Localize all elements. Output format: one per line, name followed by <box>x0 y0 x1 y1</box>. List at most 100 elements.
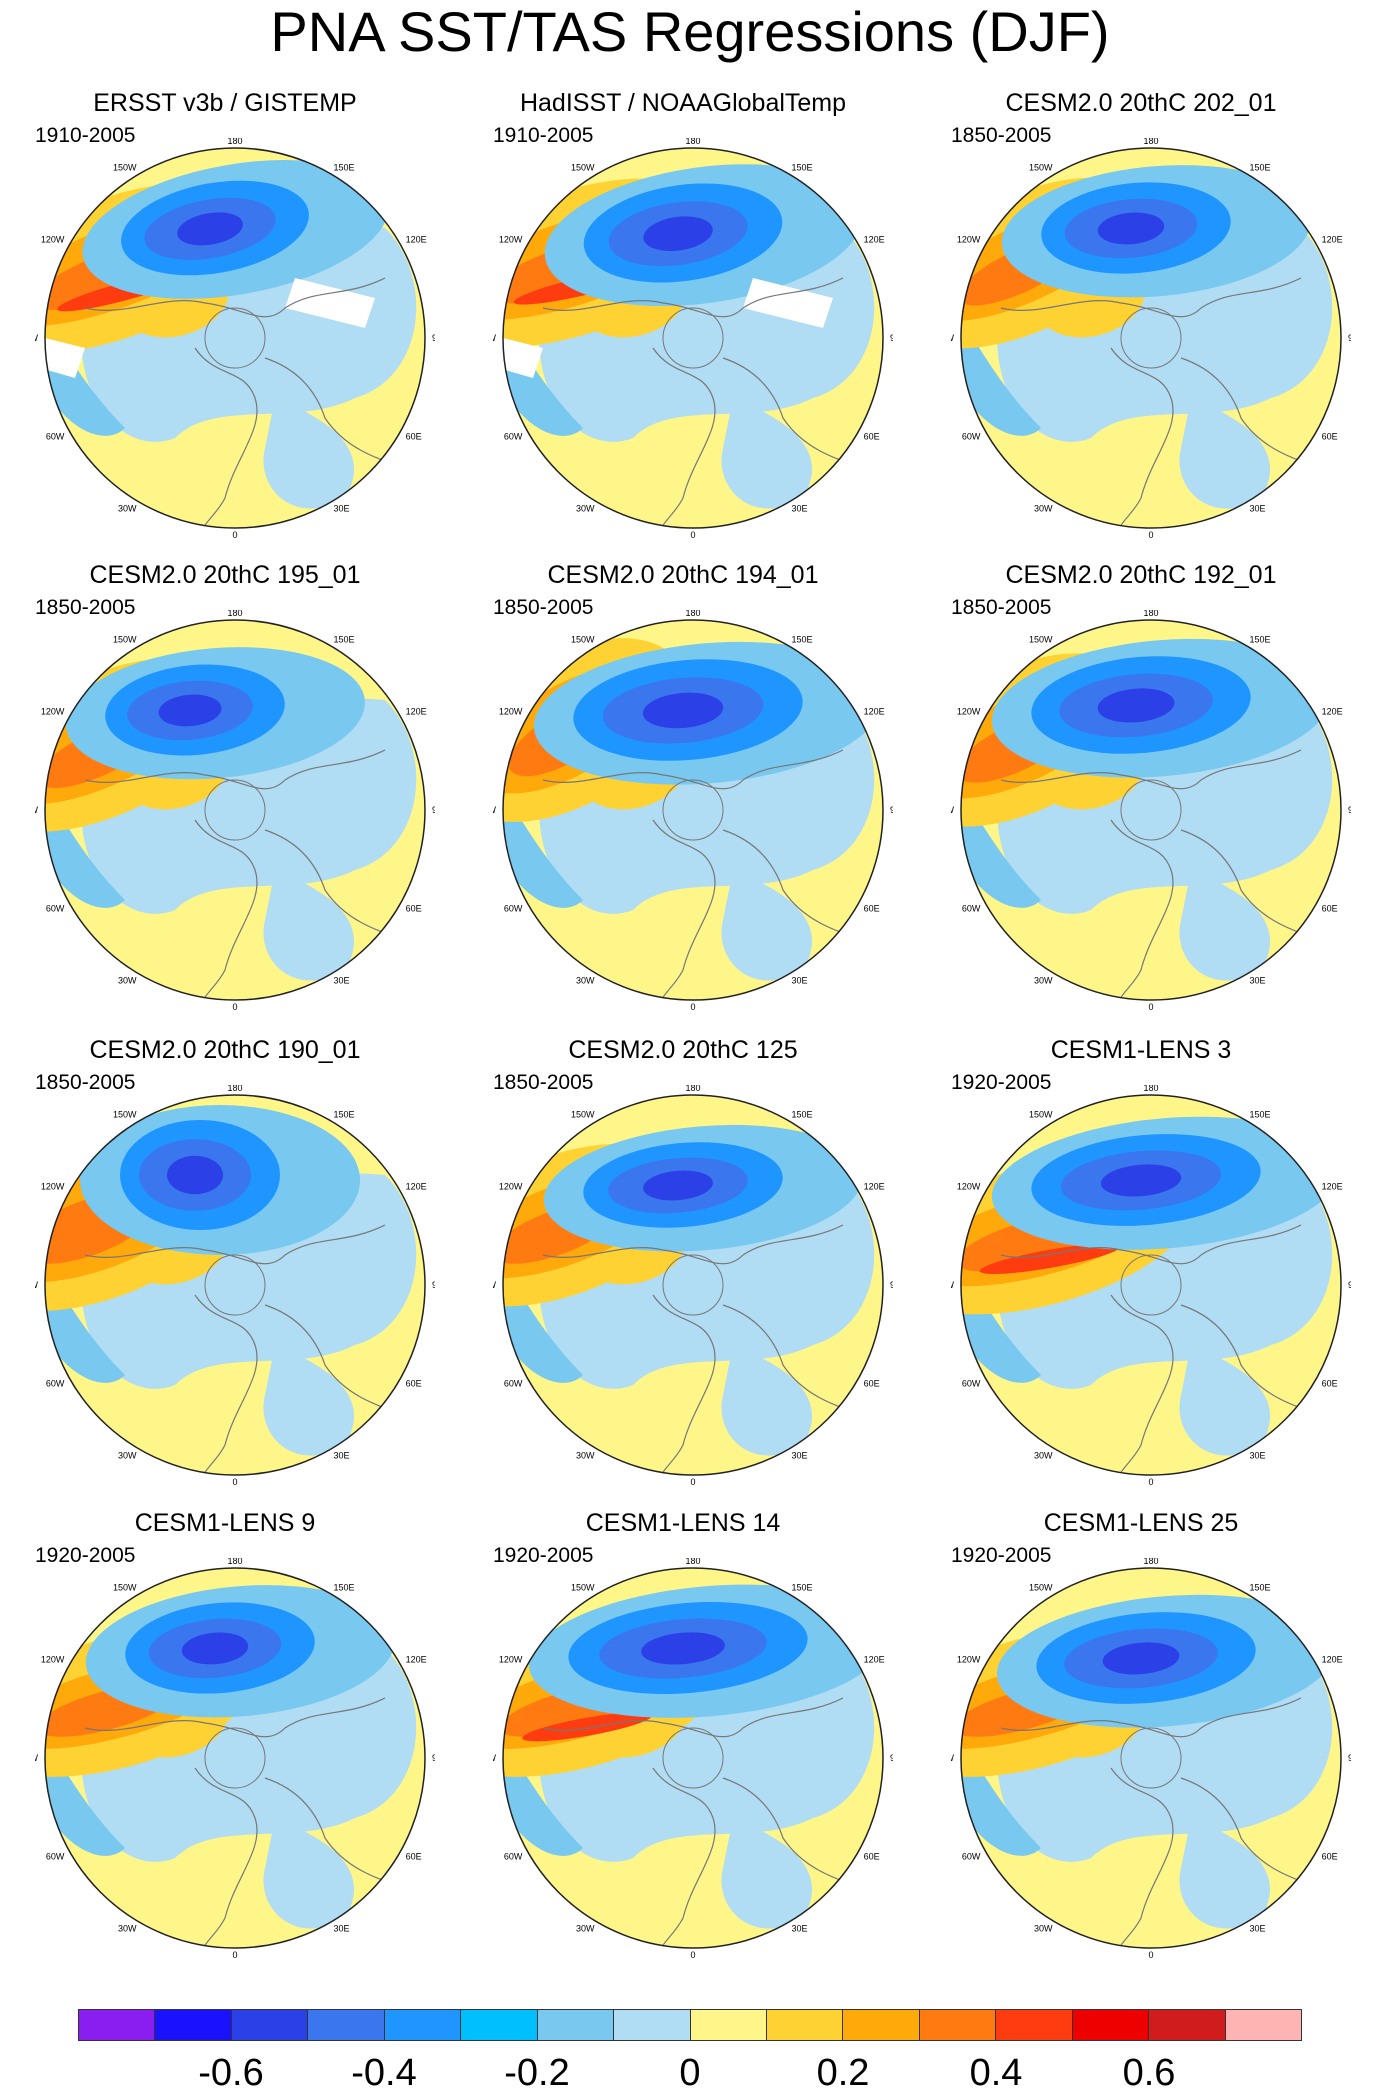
colorbar-swatch <box>537 2010 615 2040</box>
longitude-label: 90W <box>493 805 496 815</box>
longitude-label: 90E <box>432 1753 435 1763</box>
missing-data-area <box>45 338 85 378</box>
longitude-label: 30W <box>1034 1924 1053 1934</box>
cool-anomaly-region <box>1179 870 1271 981</box>
coastline <box>1180 1304 1322 1416</box>
coastline <box>264 357 406 469</box>
longitude-label: 150E <box>1250 1109 1271 1119</box>
longitude-label: 90W <box>951 805 954 815</box>
longitude-label: 60E <box>406 432 422 442</box>
coastline <box>264 1777 406 1889</box>
colorbar-swatch <box>231 2010 309 2040</box>
longitude-label: 90W <box>35 333 38 343</box>
cool-anomaly-region <box>263 1345 355 1456</box>
polar-map: 180 150E 120E 90E 60E 30E 0 30W 60W 90W 120W 150W <box>35 1085 435 1485</box>
map-panel: CESM1-LENS 3 180 150E 120E 90E 60E 30E 0 30W 60W 9… <box>916 1035 1366 1505</box>
longitude-label: 150E <box>1250 634 1271 644</box>
longitude-label: 90W <box>951 1280 954 1290</box>
warm-anomaly-region <box>522 1712 653 1742</box>
cool-anomaly-region <box>643 216 713 252</box>
cool-anomaly-region <box>721 1345 813 1456</box>
colorbar-swatch <box>766 2010 844 2040</box>
colorbar-label: -0.2 <box>504 2052 570 2094</box>
period-label: 1850-2005 <box>493 596 594 619</box>
longitude-label: 30E <box>334 1451 350 1461</box>
longitude-label: 60E <box>406 1852 422 1862</box>
coastline <box>662 1727 724 1789</box>
polar-map: 180 150E 120E 90E 60E 30E 0 30W 60W 90W 120W 150W <box>951 1085 1351 1485</box>
missing-data-area <box>743 278 833 328</box>
colorbar-label: 0.2 <box>816 2052 870 2094</box>
longitude-label: 120W <box>499 1182 523 1192</box>
colorbar-swatch <box>1149 2010 1226 2040</box>
longitude-label: 90E <box>890 1280 893 1290</box>
coastline <box>1180 1777 1322 1889</box>
longitude-label: 90E <box>890 1753 893 1763</box>
cool-anomaly-region <box>1179 398 1271 509</box>
longitude-label: 180 <box>1143 1085 1158 1093</box>
longitude-label: 30W <box>576 976 595 986</box>
longitude-label: 150E <box>1250 1582 1271 1592</box>
longitude-label: 60E <box>864 1852 880 1862</box>
longitude-label: 120E <box>406 1182 427 1192</box>
map-panel: CESM2.0 20thC 202_01 180 150E 120E 90E 60E 30E… <box>916 88 1366 558</box>
map-panel: CESM2.0 20thC 192_01 180 150E 120E 90E 60E 30E… <box>916 560 1366 1030</box>
longitude-label: 120W <box>499 235 523 245</box>
polar-map: 180 150E 120E 90E 60E 30E 0 30W 60W 90W 120W 150W <box>493 1085 893 1485</box>
longitude-label: 30E <box>334 976 350 986</box>
coastline <box>652 347 716 528</box>
longitude-label: 150E <box>334 634 355 644</box>
longitude-label: 150W <box>113 162 137 172</box>
longitude-label: 150W <box>113 634 137 644</box>
longitude-label: 60W <box>962 1379 981 1389</box>
longitude-label: 60E <box>1322 1379 1338 1389</box>
coastline <box>194 819 258 1000</box>
longitude-label: 150E <box>792 1582 813 1592</box>
colorbar-label: -0.4 <box>351 2052 417 2094</box>
coastline <box>722 829 864 941</box>
map-boundary <box>960 147 1342 529</box>
cool-anomaly-region <box>503 790 583 908</box>
longitude-label: 30E <box>1250 1924 1266 1934</box>
longitude-label: 90E <box>1348 805 1351 815</box>
period-label: 1910-2005 <box>35 124 136 147</box>
panel-title: ERSST v3b / GISTEMP <box>93 89 357 117</box>
longitude-label: 120W <box>41 1182 65 1192</box>
cool-anomaly-region <box>181 1632 249 1665</box>
cool-anomaly-region <box>45 1738 125 1856</box>
longitude-label: 60W <box>504 432 523 442</box>
map-boundary <box>44 1094 426 1476</box>
longitude-label: 180 <box>685 610 700 618</box>
period-label: 1910-2005 <box>493 124 594 147</box>
longitude-label: 0 <box>690 1477 695 1485</box>
map-panel: ERSST v3b / GISTEMP 180 150E 120E 90E 60E 30E 0… <box>0 88 450 558</box>
longitude-label: 60E <box>1322 432 1338 442</box>
coastline <box>1110 1767 1174 1948</box>
longitude-label: 0 <box>232 530 237 538</box>
map-panel: CESM1-LENS 14 180 150E 120E 90E 60E 30E 0 30W 60W… <box>458 1508 908 1978</box>
longitude-label: 120E <box>1322 1655 1343 1665</box>
coastline <box>722 1304 864 1416</box>
coastline <box>194 347 258 528</box>
map-boundary <box>502 1567 884 1949</box>
panel-title: CESM2.0 20thC 190_01 <box>89 1036 361 1064</box>
longitude-label: 60W <box>46 1852 65 1862</box>
longitude-label: 60E <box>864 1379 880 1389</box>
polar-map: 180 150E 120E 90E 60E 30E 0 30W 60W 90W 120W 150W <box>951 138 1351 538</box>
longitude-label: 30W <box>118 1924 137 1934</box>
colorbar-swatch <box>843 2010 920 2040</box>
map-panel: CESM2.0 20thC 125 180 150E 120E 90E 60E 30E 0 30… <box>458 1035 908 1505</box>
longitude-label: 30E <box>1250 976 1266 986</box>
colorbar <box>78 2009 1302 2041</box>
panel-title: CESM2.0 20thC 202_01 <box>1005 89 1277 117</box>
longitude-label: 90E <box>432 805 435 815</box>
polar-map: 180 150E 120E 90E 60E 30E 0 30W 60W 90W 120W 150W <box>35 610 435 1010</box>
longitude-label: 60E <box>1322 1852 1338 1862</box>
warm-anomaly-region <box>979 1243 1121 1275</box>
longitude-label: 0 <box>1148 1002 1153 1010</box>
coastline <box>1110 347 1174 528</box>
map-boundary <box>44 147 426 529</box>
map-boundary <box>44 1567 426 1949</box>
longitude-label: 30W <box>118 1451 137 1461</box>
figure-title: PNA SST/TAS Regressions (DJF) <box>270 0 1110 63</box>
